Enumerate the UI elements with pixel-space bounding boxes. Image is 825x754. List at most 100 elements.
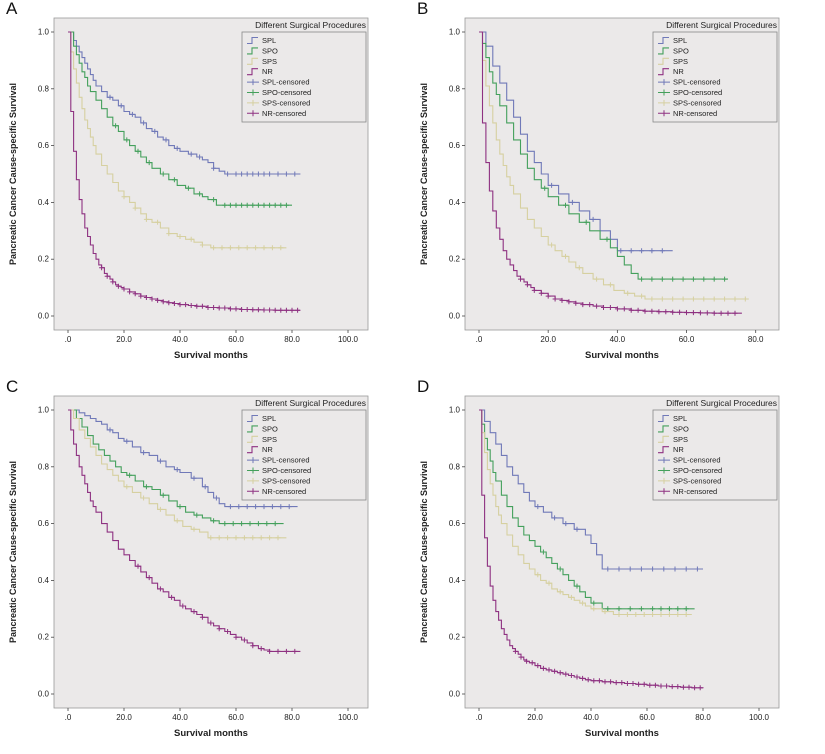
series-sps: [68, 31, 287, 251]
y-tick-label: 0.6: [449, 141, 461, 150]
legend-entry-label: SPO: [673, 424, 689, 433]
legend-entry-spl-censored: SPL-censored: [247, 456, 310, 465]
x-tick-label: 80.0: [284, 713, 300, 722]
legend-entry-sps-censored: SPS-censored: [658, 476, 721, 485]
legend-entry-label: SPS-censored: [673, 476, 721, 485]
legend-entry-sps: SPS: [658, 57, 688, 66]
legend-entry-spo-censored: SPO-censored: [658, 466, 722, 475]
y-axis-title: Pancreatic Cancer Cause-specific Surviva…: [8, 83, 18, 265]
legend-entry-nr-censored: NR-censored: [247, 487, 306, 496]
legend-entry-label: SPO-censored: [262, 466, 311, 475]
series-spl: [479, 409, 703, 572]
series-spl-censor-marks: [535, 504, 700, 572]
legend-symbol-step: [247, 446, 258, 454]
legend-entry-nr: NR: [247, 67, 273, 76]
y-tick-label: 0.4: [38, 576, 50, 585]
x-axis: .0 20.0 40.0 60.0 80.0: [476, 330, 764, 344]
legend-entry-label: SPS: [262, 435, 277, 444]
legend-title: Different Surgical Procedures: [666, 20, 777, 30]
x-axis-title: Survival months: [585, 728, 659, 739]
legend-symbol-censored: [658, 89, 670, 96]
legend: Different Surgical ProceduresSPLSPOSPSNR…: [652, 398, 778, 501]
legend-box: [652, 31, 778, 123]
legend-symbol-step: [247, 47, 258, 55]
x-tick-label: 20.0: [116, 713, 132, 722]
legend-entry-label: SPS-censored: [262, 476, 310, 485]
series-spo-line: [479, 31, 728, 280]
series-nr-censor-marks: [512, 648, 703, 691]
series-nr: [479, 31, 742, 316]
survival-chart-c: 1.0 0.8 0.6 0.4 0.2 0.0 .0 20.0 40.0 60.0 80.0 100.…: [8, 395, 369, 739]
y-tick-label: 0.4: [449, 576, 461, 585]
legend-entry-label: NR-censored: [673, 109, 717, 118]
legend-entry-label: NR: [673, 67, 684, 76]
legend-entry-label: SPL-censored: [262, 456, 310, 465]
legend-box: [241, 31, 367, 123]
legend-entry-label: NR-censored: [262, 109, 306, 118]
series-spl-line: [479, 409, 703, 570]
legend-entry-label: SPS-censored: [262, 98, 310, 107]
legend-entry-label: SPL: [673, 414, 687, 423]
series-spo: [479, 409, 695, 612]
legend-symbol-censored: [658, 467, 670, 474]
x-tick-label: 60.0: [679, 335, 695, 344]
x-axis-title: Survival months: [174, 728, 248, 739]
legend-entry-spl-censored: SPL-censored: [247, 78, 310, 87]
y-axis: 1.0 0.8 0.6 0.4 0.2 0.0: [38, 28, 54, 321]
legend-symbol-censored: [247, 110, 259, 117]
x-tick-label: 20.0: [116, 335, 132, 344]
legend: Different Surgical ProceduresSPLSPOSPSNR…: [652, 20, 778, 123]
legend-entry-spl: SPL: [658, 414, 687, 423]
legend-entry-label: NR: [262, 67, 273, 76]
legend-entry-spo-censored: SPO-censored: [658, 88, 722, 97]
series-nr-censor-marks: [518, 276, 738, 316]
legend-entry-label: SPL: [673, 36, 687, 45]
legend-entry-label: SPL: [262, 414, 276, 423]
legend-entry-nr: NR: [658, 445, 684, 454]
series-spl-censor-marks: [549, 182, 665, 254]
y-tick-label: 0.2: [38, 633, 50, 642]
series-sps: [479, 409, 692, 617]
x-tick-label: .0: [65, 335, 72, 344]
x-axis: .0 20.0 40.0 60.0 80.0 100.0: [65, 330, 359, 344]
x-tick-label: 40.0: [610, 335, 626, 344]
plot-area: [53, 17, 369, 331]
legend-entry-label: NR: [262, 445, 273, 454]
x-tick-label: 80.0: [748, 335, 764, 344]
legend-symbol-step: [658, 47, 669, 55]
x-tick-label: 40.0: [172, 713, 188, 722]
y-axis-title: Pancreatic Cancer Cause-specific Surviva…: [8, 461, 18, 643]
series-nr: [479, 409, 704, 691]
series-sps-line: [479, 31, 749, 300]
panel-a-letter: A: [6, 0, 18, 18]
panel-b-letter: B: [417, 0, 429, 18]
y-axis: 1.0 0.8 0.6 0.4 0.2 0.0: [449, 406, 465, 699]
legend-entry-label: NR: [673, 445, 684, 454]
y-tick-label: 0.4: [38, 198, 50, 207]
legend-entry-label: SPO: [673, 46, 689, 55]
x-tick-label: 40.0: [583, 713, 599, 722]
x-axis: .0 20.0 40.0 60.0 80.0 100.0: [476, 708, 770, 722]
legend-symbol-step: [247, 425, 258, 433]
legend-symbol-censored: [658, 488, 670, 495]
legend-entry-label: SPO-censored: [673, 88, 722, 97]
legend-entry-sps-censored: SPS-censored: [247, 476, 310, 485]
legend-symbol-step: [658, 36, 669, 45]
survival-chart-a: 1.0 0.8 0.6 0.4 0.2 0.0 .0 20.0 40.0 60.0 80.0 100.…: [8, 17, 369, 361]
y-tick-label: 0.0: [38, 312, 50, 321]
legend-symbol-censored: [658, 477, 670, 484]
survival-chart-d: 1.0 0.8 0.6 0.4 0.2 0.0 .0 20.0 40.0 60.0 80.0 100.…: [419, 395, 780, 739]
legend-entry-label: SPL: [262, 36, 276, 45]
series-nr: [68, 409, 301, 654]
panel-d: D 1.0 0.8 0.6 0.4 0.2 0.0 .0 20.0 40.0 60.0 80.0 10…: [415, 377, 820, 748]
series-nr: [68, 31, 301, 313]
legend-entry-label: SPO-censored: [673, 466, 722, 475]
series-nr-censor-marks: [99, 265, 301, 313]
y-axis-title: Pancreatic Cancer Cause-specific Surviva…: [419, 83, 429, 265]
legend-entry-sps: SPS: [247, 435, 277, 444]
y-tick-label: 0.0: [449, 312, 461, 321]
panel-a: A 1.0 0.8 0.6 0.4 0.2 0.0 .0 20.0 40.0 60.0 80.0 10…: [4, 0, 409, 370]
y-axis: 1.0 0.8 0.6 0.4 0.2 0.0: [449, 28, 465, 321]
series-spl-line: [479, 31, 673, 252]
series-sps-censor-marks: [535, 572, 689, 617]
